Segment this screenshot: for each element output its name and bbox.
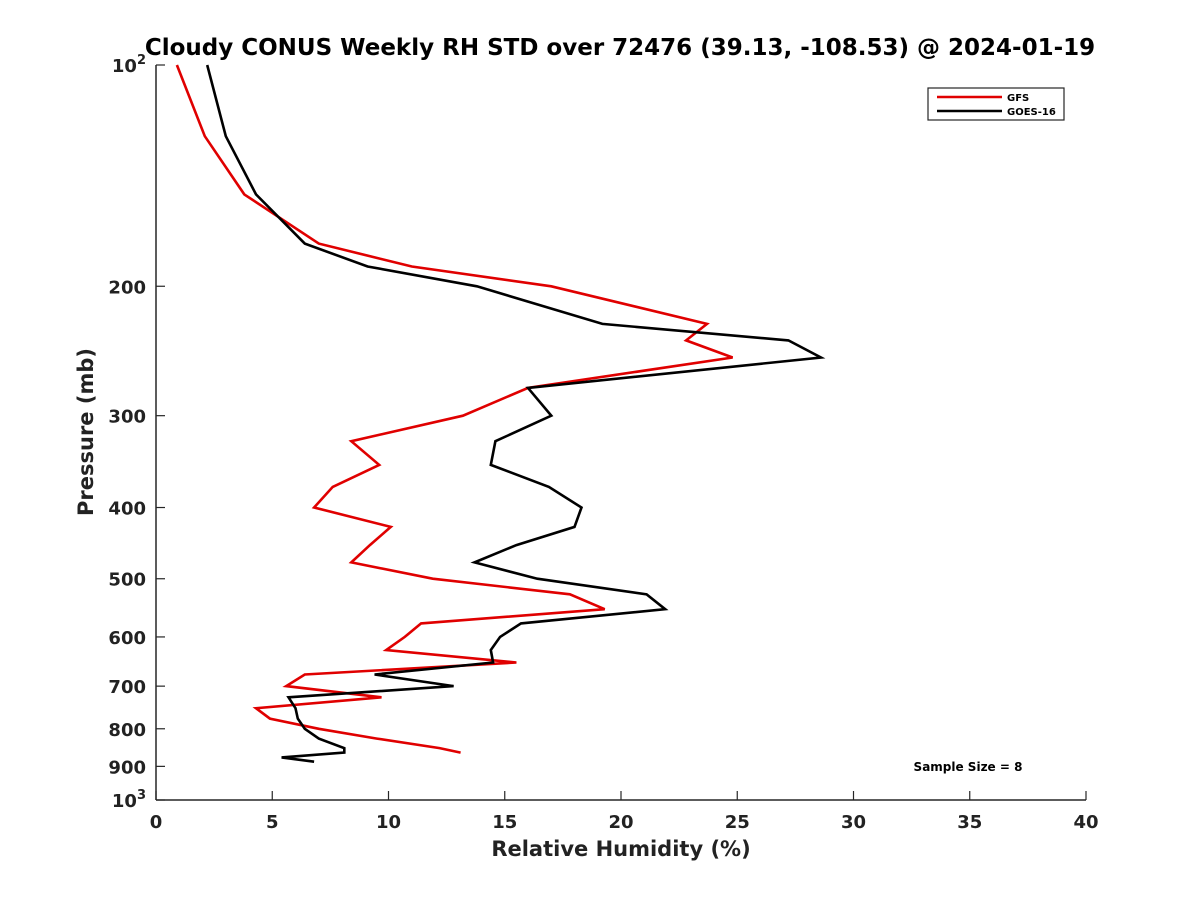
x-tick-label: 30 bbox=[841, 812, 866, 833]
legend-label-goes16: GOES-16 bbox=[1007, 107, 1056, 118]
y-tick-label-exponent: 3 bbox=[137, 788, 146, 803]
x-axis-ticks: 0 5 10 15 20 25 30 35 40 bbox=[150, 791, 1099, 833]
x-tick-label: 5 bbox=[266, 812, 279, 833]
y-tick-label: 200 bbox=[108, 277, 146, 298]
legend-label-gfs: GFS bbox=[1007, 93, 1029, 104]
sample-size-annotation: Sample Size = 8 bbox=[914, 760, 1023, 774]
y-tick-label: 400 bbox=[108, 499, 146, 520]
x-tick-label: 20 bbox=[608, 812, 633, 833]
x-tick-label: 0 bbox=[150, 812, 163, 833]
y-tick-label: 900 bbox=[108, 757, 146, 778]
x-axis-label: Relative Humidity (%) bbox=[491, 837, 750, 861]
series-line-gfs bbox=[175, 64, 734, 754]
y-tick-label-base: 10 bbox=[112, 56, 137, 77]
series-line-goes16 bbox=[205, 64, 826, 763]
y-tick-label: 300 bbox=[108, 407, 146, 428]
x-tick-label: 10 bbox=[376, 812, 401, 833]
y-tick-label-base: 10 bbox=[112, 791, 137, 812]
x-tick-label: 40 bbox=[1073, 812, 1098, 833]
y-tick-label: 700 bbox=[108, 677, 146, 698]
y-axis-label: Pressure (mb) bbox=[74, 348, 98, 516]
y-tick-label: 500 bbox=[108, 570, 146, 591]
y-tick-label: 800 bbox=[108, 720, 146, 741]
plot-area bbox=[155, 65, 1086, 801]
legend-box bbox=[927, 87, 1065, 121]
x-tick-label: 15 bbox=[492, 812, 517, 833]
series-layer bbox=[175, 64, 826, 763]
legend: GFS GOES-16 bbox=[927, 87, 1065, 121]
y-tick-label: 600 bbox=[108, 628, 146, 649]
y-tick-label-exponent: 2 bbox=[137, 53, 146, 68]
y-tick-label: 103 bbox=[112, 788, 146, 812]
y-tick-label: 102 bbox=[112, 53, 146, 77]
x-tick-label: 25 bbox=[725, 812, 750, 833]
x-tick-label: 35 bbox=[957, 812, 982, 833]
chart-title: Cloudy CONUS Weekly RH STD over 72476 (3… bbox=[145, 35, 1095, 61]
